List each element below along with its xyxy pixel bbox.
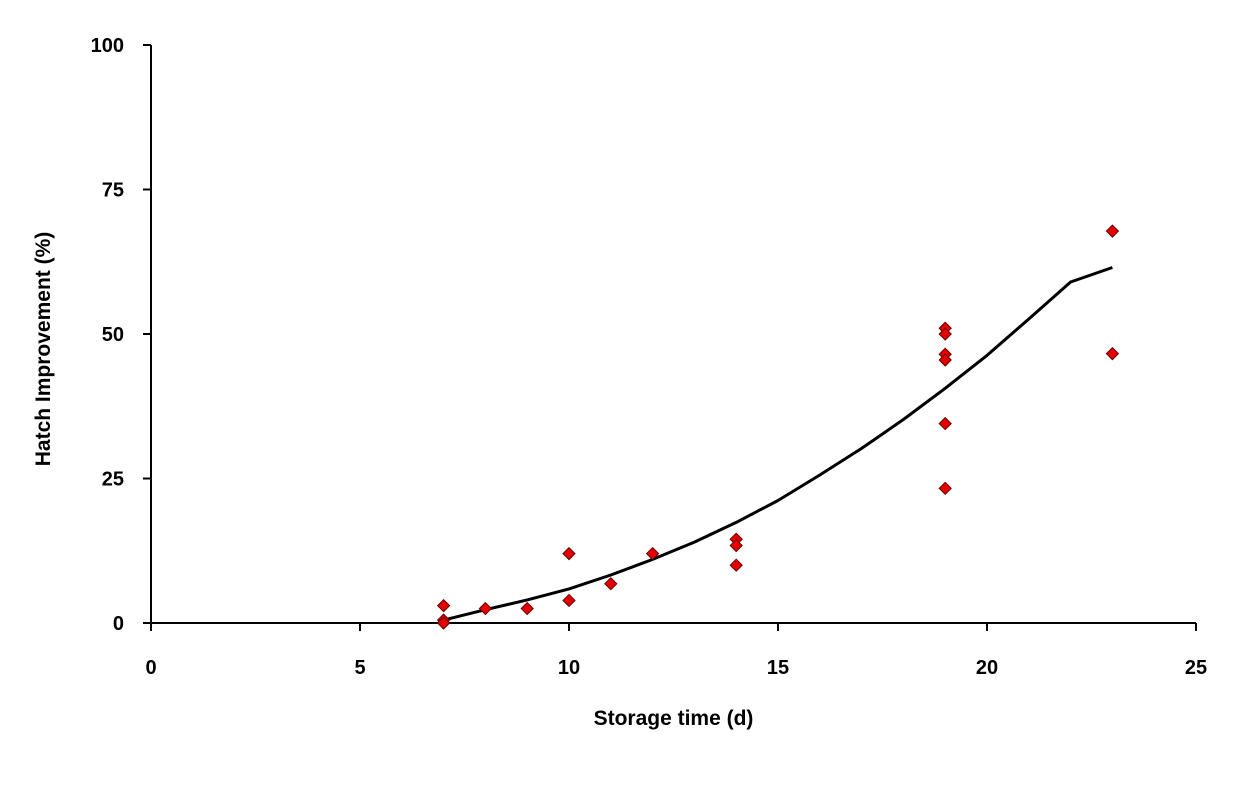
x-tick-label: 25 (1185, 657, 1207, 679)
x-tick-label: 15 (767, 657, 789, 679)
y-tick-label: 75 (102, 180, 124, 202)
y-tick-label: 100 (91, 35, 124, 57)
y-tick-label: 50 (102, 324, 124, 346)
data-point (520, 601, 534, 616)
y-axis-title: Hatch Improvement (%) (32, 232, 55, 467)
y-tick-label: 0 (113, 613, 124, 635)
data-point (645, 546, 660, 561)
y-ticks: 0 25 50 75 100 (91, 35, 151, 635)
trend-line-group (443, 266, 1113, 622)
data-point (604, 576, 618, 591)
x-ticks: 0 5 10 15 20 25 (145, 623, 1207, 679)
data-point (729, 558, 743, 572)
data-point (436, 616, 451, 630)
data-point (562, 593, 576, 608)
data-point (1105, 346, 1120, 361)
data-points (436, 224, 1120, 630)
x-axis-title: Storage time (d) (594, 707, 754, 730)
trend-line (443, 266, 1113, 622)
x-tick-label: 20 (976, 657, 998, 679)
x-tick-label: 0 (145, 657, 156, 679)
data-point (729, 538, 743, 553)
y-tick-label: 25 (102, 469, 124, 491)
data-point (938, 353, 952, 367)
data-point (1105, 224, 1120, 238)
data-point (436, 598, 451, 613)
x-tick-label: 10 (558, 657, 580, 679)
data-point (938, 481, 952, 496)
x-tick-label: 5 (354, 657, 365, 679)
data-point (562, 546, 576, 561)
data-point (478, 601, 493, 616)
data-point (938, 327, 952, 341)
axes (150, 45, 1196, 624)
data-point (938, 416, 952, 431)
